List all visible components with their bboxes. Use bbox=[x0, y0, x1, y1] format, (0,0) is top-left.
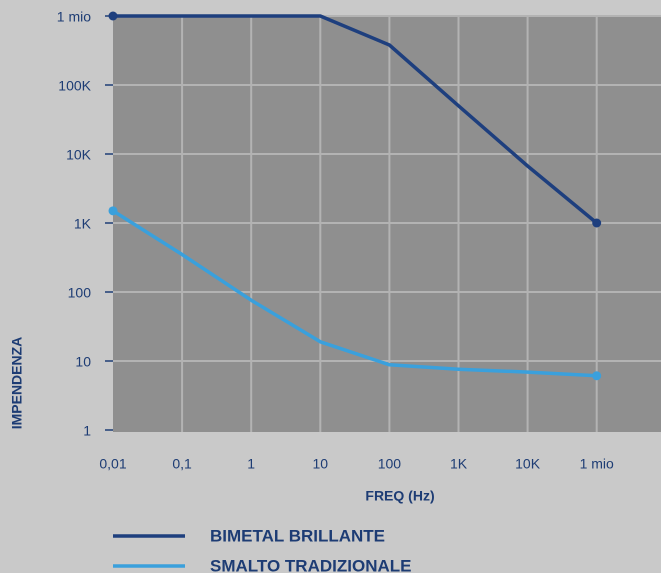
x-tick-label: 10K bbox=[515, 456, 541, 472]
series-line bbox=[112, 209, 597, 378]
legend-label: BIMETAL BRILLANTE bbox=[210, 526, 385, 545]
y-tick-label: 1 bbox=[83, 423, 91, 439]
y-tick-label: 100 bbox=[68, 285, 92, 301]
y-tick-label: 1 mio bbox=[57, 9, 91, 25]
x-tick-label: 0,01 bbox=[99, 456, 126, 472]
x-tick-label: 100 bbox=[378, 456, 402, 472]
x-tick-label: 1 bbox=[247, 456, 255, 472]
x-axis-label: FREQ (Hz) bbox=[365, 488, 434, 504]
end-point bbox=[592, 218, 602, 228]
series-line bbox=[113, 14, 598, 225]
y-tick-label: 10K bbox=[66, 147, 92, 163]
legend-label: SMALTO TRADIZIONALE bbox=[210, 556, 411, 573]
x-tick-label: 10 bbox=[313, 456, 329, 472]
y-tick-label: 10 bbox=[75, 354, 91, 370]
end-point bbox=[108, 206, 118, 216]
y-tick-label: 100K bbox=[58, 78, 91, 94]
end-point bbox=[108, 11, 118, 21]
end-point bbox=[592, 371, 602, 381]
x-tick-label: 1 mio bbox=[580, 456, 614, 472]
x-tick-label: 1K bbox=[450, 456, 468, 472]
y-tick-label: 1K bbox=[74, 216, 92, 232]
x-tick-label: 0,1 bbox=[172, 456, 192, 472]
y-axis-label: IMPENDENZA bbox=[9, 337, 25, 430]
